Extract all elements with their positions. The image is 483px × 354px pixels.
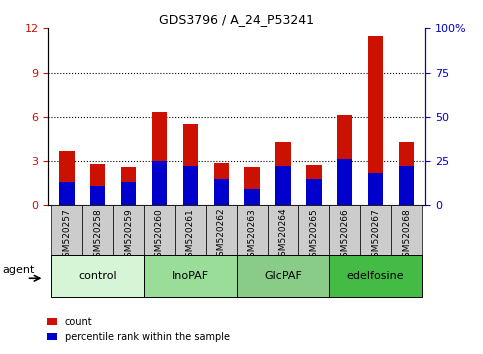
Text: GSM520268: GSM520268: [402, 208, 411, 263]
Bar: [275, 166, 291, 205]
Text: GlcPAF: GlcPAF: [264, 271, 302, 281]
Text: GSM520264: GSM520264: [279, 208, 287, 262]
Legend: count, percentile rank within the sample: count, percentile rank within the sample: [43, 313, 234, 346]
Bar: [213, 179, 229, 205]
Bar: [183, 166, 198, 205]
Bar: [368, 173, 384, 205]
Bar: [121, 182, 136, 205]
Bar: [306, 179, 322, 205]
Text: GSM520263: GSM520263: [248, 208, 256, 263]
Bar: [237, 255, 329, 297]
Bar: [237, 205, 268, 255]
Bar: [399, 142, 414, 205]
Text: control: control: [78, 271, 117, 281]
Bar: [275, 142, 291, 205]
Bar: [121, 167, 136, 205]
Bar: [306, 166, 322, 205]
Bar: [329, 205, 360, 255]
Title: GDS3796 / A_24_P53241: GDS3796 / A_24_P53241: [159, 13, 314, 26]
Bar: [152, 161, 167, 205]
Text: agent: agent: [2, 265, 35, 275]
Bar: [90, 186, 105, 205]
Bar: [391, 205, 422, 255]
Text: GSM520258: GSM520258: [93, 208, 102, 263]
Text: GSM520267: GSM520267: [371, 208, 380, 263]
Bar: [144, 255, 237, 297]
Text: GSM520265: GSM520265: [310, 208, 318, 263]
Bar: [399, 166, 414, 205]
Bar: [368, 36, 384, 205]
Bar: [152, 113, 167, 205]
Text: GSM520261: GSM520261: [186, 208, 195, 263]
Text: GSM520266: GSM520266: [340, 208, 349, 263]
Bar: [244, 189, 260, 205]
Text: InoPAF: InoPAF: [172, 271, 209, 281]
Bar: [90, 164, 105, 205]
Bar: [175, 205, 206, 255]
Text: GSM520257: GSM520257: [62, 208, 71, 263]
Bar: [206, 205, 237, 255]
Text: edelfosine: edelfosine: [347, 271, 404, 281]
Text: GSM520259: GSM520259: [124, 208, 133, 263]
Bar: [337, 115, 353, 205]
Bar: [183, 124, 198, 205]
Bar: [329, 255, 422, 297]
Bar: [59, 182, 74, 205]
Bar: [113, 205, 144, 255]
Bar: [82, 205, 113, 255]
Bar: [360, 205, 391, 255]
Bar: [268, 205, 298, 255]
Bar: [59, 151, 74, 205]
Bar: [144, 205, 175, 255]
Text: GSM520262: GSM520262: [217, 208, 226, 262]
Text: GSM520260: GSM520260: [155, 208, 164, 263]
Bar: [244, 167, 260, 205]
Bar: [51, 255, 144, 297]
Bar: [298, 205, 329, 255]
Bar: [337, 159, 353, 205]
Bar: [213, 162, 229, 205]
Bar: [51, 205, 82, 255]
